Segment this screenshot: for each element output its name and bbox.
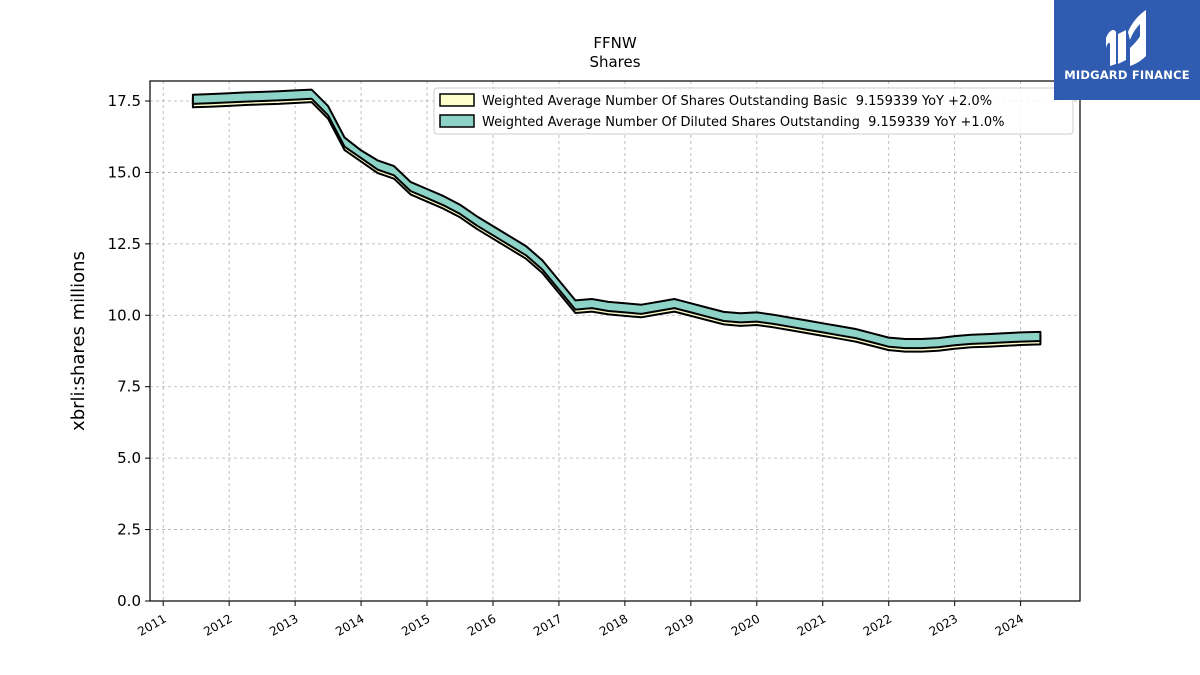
- x-tick-label: 2022: [861, 611, 894, 638]
- x-tick-label: 2019: [663, 611, 696, 638]
- y-tick-label: 10.0: [108, 306, 141, 324]
- x-tick-label: 2014: [333, 611, 366, 638]
- legend-swatch-basic: [439, 93, 475, 107]
- x-tick-label: 2020: [729, 611, 762, 638]
- y-tick-label: 5.0: [117, 449, 141, 467]
- x-tick-label: 2021: [795, 611, 828, 638]
- series-diluted-shares-area: [191, 88, 1042, 350]
- y-tick-label: 12.5: [108, 235, 141, 253]
- y-axis: 0.0 2.5 5.0 7.5 10.0 12.5 15.0 17.5: [108, 92, 150, 610]
- x-tick-label: 2017: [531, 611, 564, 638]
- legend-label-diluted: Weighted Average Number Of Diluted Share…: [482, 115, 1004, 130]
- y-tick-label: 7.5: [117, 378, 141, 396]
- series-areas: [191, 88, 1042, 353]
- x-tick-label: 2023: [927, 611, 960, 638]
- y-axis-label: xbrli:shares millions: [68, 251, 89, 431]
- x-tick-label: 2016: [465, 611, 498, 638]
- y-tick-label: 0.0: [117, 592, 141, 610]
- plot-frame: [149, 80, 1081, 602]
- legend-label-basic: Weighted Average Number Of Shares Outsta…: [482, 94, 992, 109]
- chart-title: FFNW: [593, 34, 636, 52]
- y-tick-label: 2.5: [117, 521, 141, 539]
- legend-box: [433, 87, 1074, 135]
- x-tick-label: 2015: [399, 611, 432, 638]
- legend: Weighted Average Number Of Shares Outsta…: [433, 87, 1074, 135]
- x-tick-label: 2011: [135, 611, 168, 638]
- x-tick-label: 2012: [201, 611, 234, 638]
- brand-name: MIDGARD FINANCE: [1064, 68, 1190, 82]
- x-tick-label: 2018: [597, 611, 630, 638]
- midgard-finance-logo: MIDGARD FINANCE: [1054, 0, 1200, 100]
- x-tick-label: 2024: [993, 611, 1026, 638]
- x-tick-label: 2013: [267, 611, 300, 638]
- chart-subtitle: Shares: [589, 53, 640, 71]
- x-axis: 2011 2012 2013 2014 2015 2016 2017 2018 2019 2020…: [135, 601, 1026, 639]
- midgard-logo-mark-icon: [1106, 10, 1146, 66]
- legend-swatch-diluted: [439, 114, 475, 128]
- y-tick-label: 15.0: [108, 163, 141, 181]
- y-tick-label: 17.5: [108, 92, 141, 110]
